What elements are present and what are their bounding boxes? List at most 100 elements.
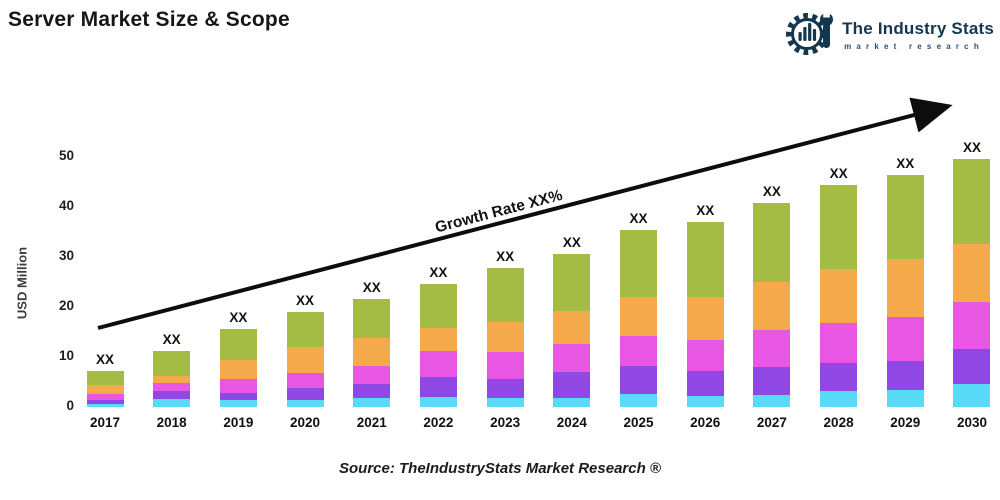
x-tick-label: 2018: [156, 415, 187, 430]
bar-2025: XX 2025: [620, 211, 658, 430]
bar-segment segment-purple: [953, 349, 991, 384]
bar-segment segment-green: [219, 328, 257, 360]
y-tick-label: 20: [58, 298, 74, 313]
bar-segment segment-magenta: [486, 351, 524, 379]
bar-segment segment-magenta: [86, 393, 124, 400]
bar-2027: XX 2027: [753, 184, 791, 430]
bar-segment segment-green: [353, 298, 391, 338]
bar-segment segment-magenta: [286, 373, 324, 388]
bar-segment segment-cyan: [219, 400, 257, 407]
bar-segment segment-magenta: [219, 379, 257, 393]
bar-2029: XX 2029: [886, 156, 924, 430]
growth-arrow-label: Growth Rate XX%: [433, 187, 564, 237]
y-axis-title: USD Million: [14, 246, 30, 320]
bar-value-label: XX: [562, 234, 581, 250]
x-tick-label: 2026: [690, 415, 721, 430]
bar-segment segment-orange: [486, 321, 524, 352]
bar-segment segment-orange: [820, 268, 858, 323]
bar-2026: XX 2026: [686, 203, 724, 430]
x-tick-label: 2025: [623, 415, 654, 430]
bar-segment segment-cyan: [153, 399, 191, 407]
x-tick-label: 2021: [356, 415, 387, 430]
bar-segment segment-cyan: [86, 403, 124, 407]
bar-segment segment-purple: [419, 377, 457, 397]
y-tick-label: 10: [58, 348, 74, 363]
bar-segment segment-orange: [886, 259, 924, 317]
bar-segment segment-cyan: [686, 395, 724, 407]
bar-segment segment-green: [953, 159, 991, 244]
bar-segment segment-purple: [553, 372, 591, 398]
bar-segment segment-purple: [86, 399, 124, 404]
y-tick-label: 50: [58, 148, 74, 163]
bar-segment segment-magenta: [553, 343, 591, 372]
bar-2017: XX 2017: [86, 352, 124, 430]
bar-segment segment-orange: [620, 297, 658, 336]
bar-segment segment-green: [620, 229, 658, 297]
bar-segment segment-orange: [153, 375, 191, 383]
bar-segment segment-purple: [886, 361, 924, 390]
y-tick-label: 0: [66, 398, 74, 413]
bar-2021: XX 2021: [353, 280, 391, 430]
bar-value-label: XX: [229, 309, 248, 325]
bar-segment segment-magenta: [753, 330, 791, 367]
bar-segment segment-purple: [686, 370, 724, 396]
bar-value-label: XX: [95, 352, 114, 367]
bar-segment segment-cyan: [353, 398, 391, 407]
x-tick-label: 2019: [223, 415, 254, 430]
bar-value-label: XX: [962, 140, 981, 155]
bar-segment segment-magenta: [686, 340, 724, 371]
x-tick-label: 2028: [823, 415, 854, 430]
bar-2019: XX 2019: [219, 310, 257, 430]
bar-2030: XX 2030: [953, 140, 991, 430]
bar-segment segment-orange: [286, 347, 324, 373]
bar-segment segment-cyan: [886, 389, 924, 407]
bar-segment segment-magenta: [620, 335, 658, 366]
bar-value-label: XX: [696, 203, 715, 218]
bar-segment segment-magenta: [353, 365, 391, 384]
bar-segment segment-purple: [486, 378, 524, 398]
brand-name: The Industry Stats: [842, 18, 994, 38]
bar-segment segment-magenta: [153, 383, 191, 391]
bar-value-label: XX: [762, 184, 781, 199]
bar-segment segment-cyan: [753, 395, 791, 407]
bar-segment segment-cyan: [419, 396, 457, 407]
bar-value-label: XX: [629, 210, 648, 226]
y-tick-label: 30: [58, 248, 74, 263]
source-note: Source: TheIndustryStats Market Research…: [339, 460, 661, 477]
bar-segment segment-green: [553, 253, 591, 311]
bar-2022: XX 2022: [419, 265, 457, 430]
bar-segment segment-orange: [419, 328, 457, 351]
bar-segment segment-magenta: [419, 351, 457, 377]
bar-segment segment-cyan: [620, 393, 658, 407]
bar-value-label: XX: [429, 264, 448, 280]
bar-value-label: XX: [162, 332, 181, 347]
gear-wrench-icon: [786, 8, 836, 61]
y-tick-label: 40: [58, 198, 74, 213]
x-tick-label: 2022: [423, 415, 454, 430]
bar-segment segment-green: [686, 222, 724, 297]
chart-title: Server Market Size & Scope: [8, 8, 290, 31]
bar-segment segment-purple: [620, 366, 658, 394]
bar-value-label: XX: [496, 248, 515, 264]
bar-segment segment-orange: [353, 337, 391, 366]
bar-2023: XX 2023: [486, 249, 524, 430]
x-tick-label: 2020: [290, 415, 321, 430]
bar-segment segment-cyan: [553, 398, 591, 407]
bar-segment segment-green: [753, 203, 791, 282]
bar-segment segment-purple: [153, 391, 191, 399]
bar-segment segment-magenta: [820, 323, 858, 363]
bar-segment segment-green: [286, 311, 324, 347]
bar-segment segment-purple: [820, 363, 858, 391]
bar-2028: XX 2028: [820, 166, 858, 430]
bar-segment segment-green: [886, 174, 924, 259]
bar-segment segment-orange: [219, 359, 257, 379]
bar-value-label: XX: [896, 155, 915, 171]
bar-segment segment-orange: [953, 243, 991, 302]
bar-segment segment-purple: [286, 387, 324, 400]
bar-segment segment-purple: [219, 393, 257, 400]
bar-segment segment-cyan: [953, 384, 991, 407]
bar-value-label: XX: [829, 166, 848, 181]
bar-segment segment-purple: [353, 384, 391, 398]
bar-value-label: XX: [362, 279, 381, 295]
x-tick-label: 2023: [490, 415, 521, 430]
